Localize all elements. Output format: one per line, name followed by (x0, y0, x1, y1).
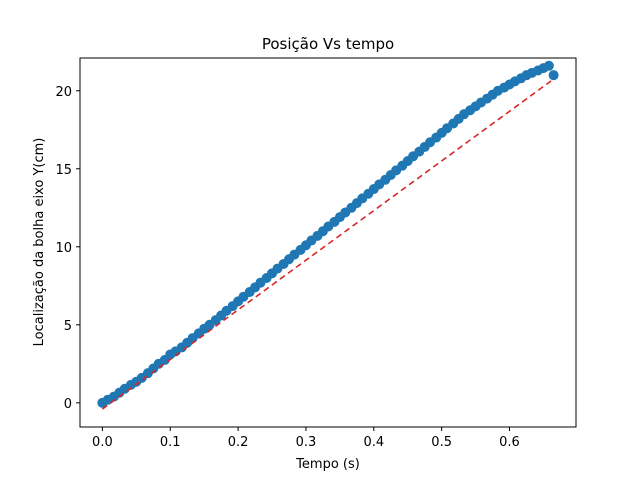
x-tick-label: 0.2 (228, 435, 249, 450)
plot-frame (79, 57, 577, 428)
x-tick-label: 0.5 (431, 435, 452, 450)
y-tick-label: 10 (55, 241, 72, 256)
y-tick-label: 5 (64, 319, 72, 334)
y-tick-label: 0 (64, 397, 72, 412)
x-tick-label: 0.1 (160, 435, 181, 450)
y-axis-ticks: 0 5 10 15 20 (55, 85, 80, 412)
x-axis-ticks: 0.0 0.1 0.2 0.3 0.4 0.5 0.6 (92, 427, 520, 450)
plot-area (97, 60, 559, 410)
data-point (548, 70, 559, 81)
chart-title: Posição Vs tempo (262, 35, 394, 53)
y-axis-label: Localização da bolha eixo Y(cm) (32, 138, 47, 347)
x-axis-label: Tempo (s) (295, 457, 360, 472)
x-tick-label: 0.3 (296, 435, 317, 450)
y-tick-label: 15 (55, 163, 72, 178)
x-tick-label: 0.4 (363, 435, 384, 450)
data-point (543, 60, 554, 71)
y-tick-label: 20 (55, 85, 72, 100)
x-tick-label: 0.6 (499, 435, 520, 450)
x-tick-label: 0.0 (92, 435, 113, 450)
fit-line (101, 78, 555, 410)
